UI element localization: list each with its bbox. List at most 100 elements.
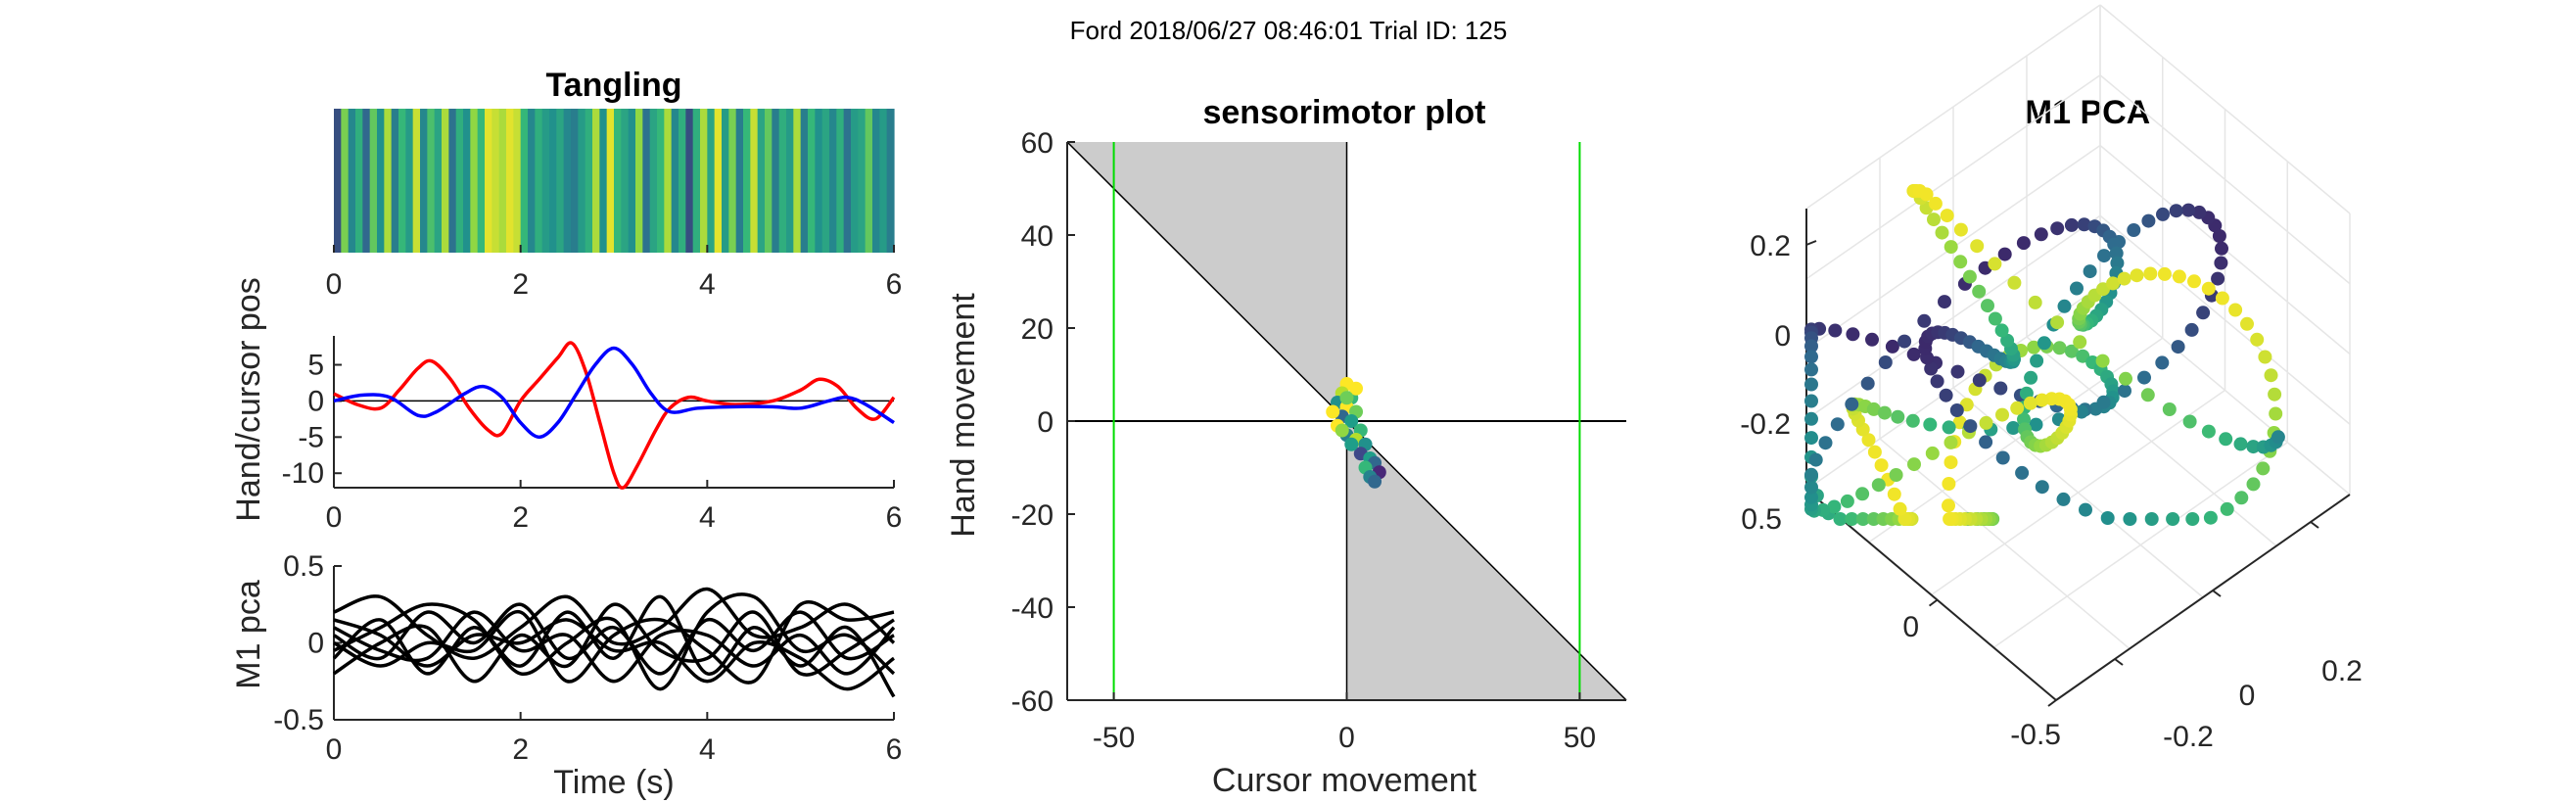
m1-pca-3d-point [2240,316,2254,331]
tangling-cell [657,109,665,253]
m1-pca-3d-point [1804,394,1818,408]
m1-pca-3d-point [2250,332,2265,347]
m1-pca-3d-point [2212,229,2226,243]
m1-pca-3d-point [2027,340,2041,354]
m1-pca-3d-point [1828,323,1843,338]
m1-pca-3d-point [1952,415,1967,430]
m1-pca-3d-ytick [2047,699,2057,707]
m1-pca-3d-point [2064,344,2079,358]
m1-pca-3d-point [1867,445,1882,459]
m1-pca-3d-point [2233,437,2248,451]
tangling-cell [528,109,536,253]
m1-pca-3d-point [2079,502,2092,517]
tangling-cell [800,109,809,253]
sensorimotor-ytick-label: -20 [1011,499,1054,532]
hand-cursor-lines [333,341,896,490]
tangling-cell [412,109,421,253]
m1-pca-3d-point [1877,405,1892,420]
tangling-cell [434,109,443,253]
tangling-cell [549,109,557,253]
m1-pca-3d-point [1846,327,1860,342]
m1-pca-3d-point [1993,381,2008,396]
tangling-cell [621,109,630,253]
sensorimotor-point [1339,391,1354,405]
m1-pca-3d-point [2083,264,2097,279]
tangling-cell [477,109,486,253]
m1-pca-3d-point [2000,333,2015,348]
m1-pca-3d-point [1930,374,1944,389]
tangling-cell [455,109,464,253]
m1-pca-3d-point [2156,207,2170,221]
m1-pca-3d-point [1845,397,1859,411]
m1-pca-3d-point [1935,225,1949,240]
tangling-cell [427,109,436,253]
hand-cursor-ytick-label: 0 [307,385,324,417]
tangling-cell [808,109,816,253]
m1-pca-3d-point [2056,492,2071,506]
m1-pca-3d-point [1923,417,1938,432]
sensorimotor-title: sensorimotor plot [1202,94,1485,131]
m1-pca-3d-point [2192,205,2207,219]
time-xlabel: Time (s) [553,764,674,801]
m1-pca-3d-point [2077,217,2091,232]
m1-pca-3d-point [1866,512,1881,526]
tangling-cell [448,109,457,253]
m1-pca-3d-trajectory [1804,184,2285,526]
tangling-cell [599,109,608,253]
tangling-cell [592,109,600,253]
m1-pca-3d-point [1981,299,1994,313]
figure-suptitle: Ford 2018/06/27 08:46:01 Trial ID: 125 [1070,16,1508,45]
m1-pca-3d-point [1943,512,1957,526]
m1-pca-3d-point [1804,480,1818,495]
tangling-cell [664,109,673,253]
m1-pca-3d-point [2258,350,2272,364]
m1-pca-3d-point [2035,480,2049,495]
m1-pca-3d-point [1988,257,2002,271]
sensorimotor-point [1326,404,1340,419]
m1-pca-3d-x-axis [2055,494,2351,701]
m1-pca-3d-point [1953,255,1968,269]
m1-pca-3d-point [2137,370,2151,385]
m1-pca-ytick-label: -0.5 [273,704,324,736]
m1-pca-3d-ztick [1805,240,1817,246]
m1-pca-3d-ztick-label: -0.2 [1740,408,1791,441]
tangling-cell [578,109,586,253]
sensorimotor-ytick-label: 20 [1021,313,1054,346]
m1-pca-3d-point [2095,354,2110,368]
m1-pca-3d-point [1979,415,1993,430]
tangling-cell [714,109,723,253]
m1-pca-3d-point [1855,487,1870,501]
m1-pca-3d-point [2162,402,2177,416]
m1-pca-3d-point [1950,364,1965,379]
m1-pca-3d-point [1804,490,1818,504]
m1-pca-3d-point [2234,491,2249,505]
sensorimotor-points [1326,377,1386,489]
m1-pca-3d-xtick-label: -0.2 [2163,721,2214,753]
m1-pca-series-line [332,594,896,698]
tangling-cell [571,109,579,253]
m1-pca-3d-point [2196,306,2211,320]
m1-pca-3d-point [1833,512,1848,526]
m1-pca-3d-point [1840,494,1854,508]
m1-pca-3d-point [2187,274,2201,289]
m1-pca-3d-point [2035,393,2049,407]
tangling-cell [513,109,522,253]
m1-pca-3d-point [1861,433,1876,448]
m1-pca-3d-xtick-label: 0.2 [2321,655,2363,687]
sensorimotor-point [1344,414,1359,428]
m1-pca-3d-ztick-label: 0.2 [1750,230,1791,262]
hand-cursor-axes: 0 2 4 650-5-10 [282,336,902,534]
m1-pca-3d-point [2172,269,2186,284]
tangling-xtick-label: 4 [699,268,716,301]
m1-pca-3d-point [2220,501,2234,516]
m1-pca-3d-point [1808,452,1823,467]
m1-pca-3d-point [1940,209,1954,223]
m1-pca-ylabel: M1 pca [230,580,267,689]
sensorimotor-xtick-label: -50 [1093,722,1135,754]
tangling-cell [463,109,471,253]
m1-pca-3d-point [2141,213,2156,228]
m1-pca-3d-point [1804,411,1818,426]
tangling-cell [355,109,363,253]
m1-pca-3d-point [1994,323,2009,338]
